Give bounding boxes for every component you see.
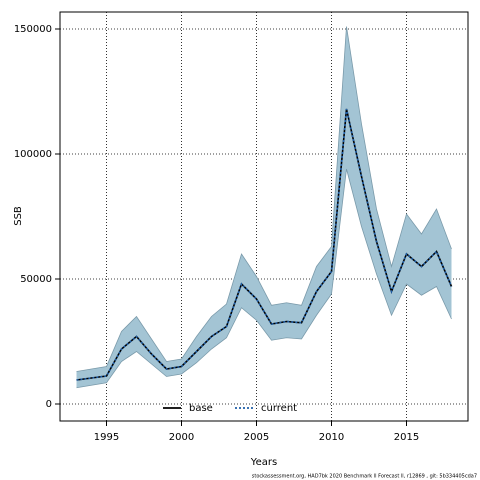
x-tick-label: 2010 (319, 432, 344, 443)
y-tick-label: 100000 (14, 149, 52, 160)
x-tick-label: 2000 (169, 432, 194, 443)
confidence-band (76, 26, 452, 388)
x-tick-label: 2015 (394, 432, 419, 443)
legend-label: base (189, 403, 213, 414)
y-tick-label: 50000 (20, 274, 52, 285)
plot-frame (59, 11, 469, 422)
footnote: stockassessment.org, HAD7bk 2020 Benchma… (252, 474, 477, 480)
y-tick-label: 0 (46, 399, 52, 410)
series-line (76, 108, 453, 381)
band-edge (76, 26, 452, 372)
x-tick-label: 1995 (94, 432, 119, 443)
series-line (76, 108, 453, 381)
band-edge (76, 168, 452, 389)
legend-label: current (261, 403, 297, 414)
y-tick-label: 150000 (14, 24, 52, 35)
y-axis-label: SSB (13, 206, 24, 226)
x-axis-label: Years (250, 457, 277, 468)
x-tick-label: 2005 (244, 432, 269, 443)
